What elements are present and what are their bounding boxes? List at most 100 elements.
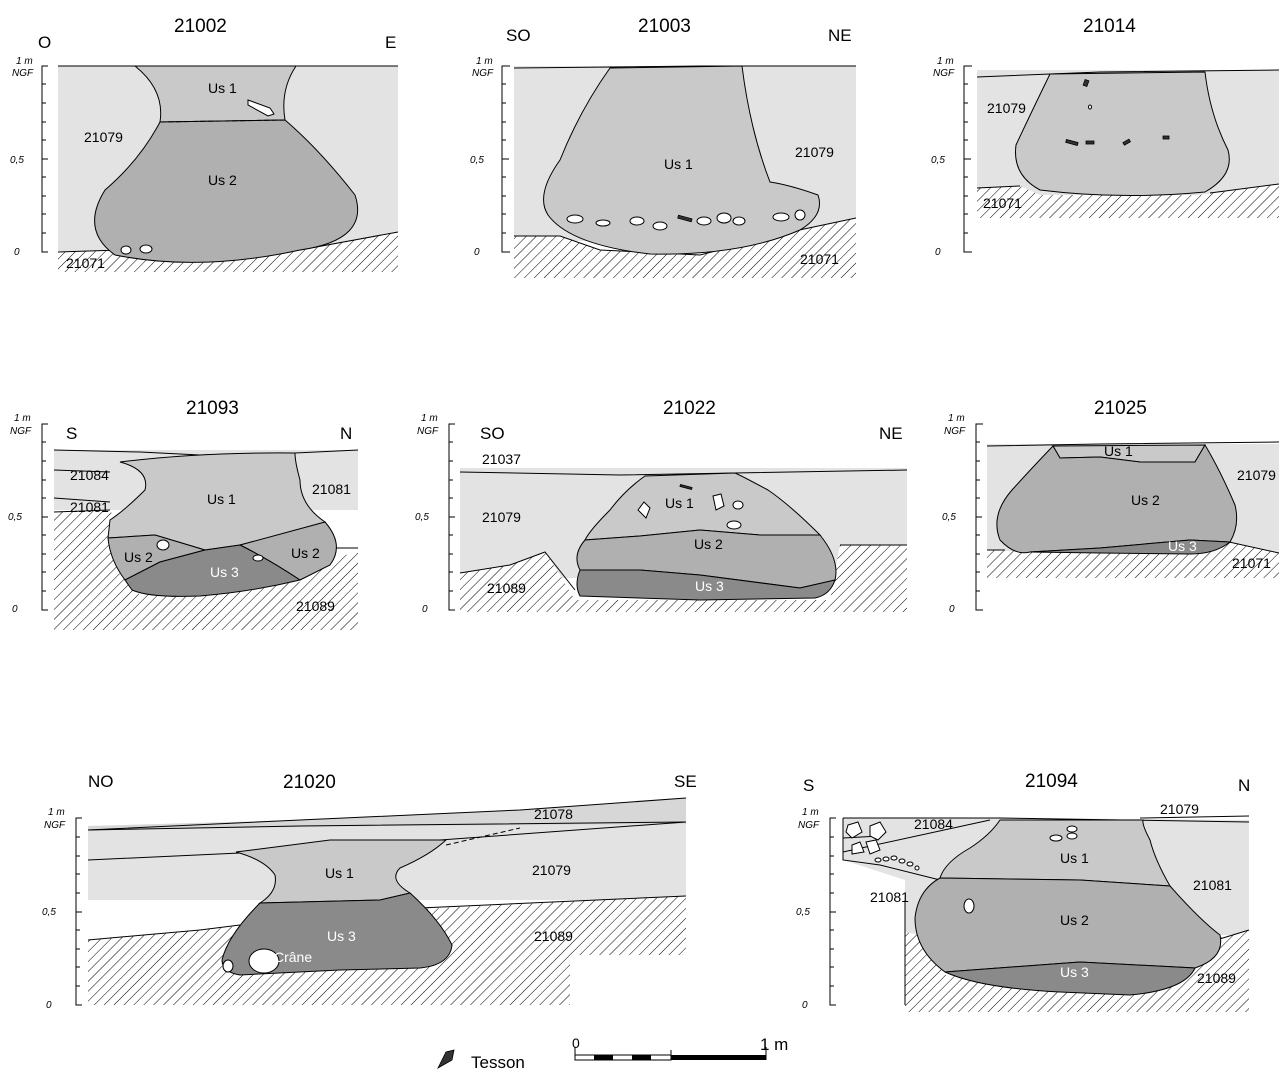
section-title: 21094 [1025, 771, 1078, 792]
axis-21003: 1 m NGF 0,5 0 [470, 56, 510, 258]
unit-label: Us 1 [208, 80, 237, 96]
axis-mid-label: 0,5 [942, 512, 956, 523]
axis-mid-label: 0,5 [8, 512, 22, 523]
section-title: 21002 [174, 16, 227, 37]
axis-top-label: 1 m [16, 56, 33, 67]
layer-label: 21079 [795, 144, 834, 160]
layer-label: 21071 [800, 251, 839, 267]
unit-label: Us 3 [1168, 538, 1197, 554]
axis-ngf-label: NGF [798, 820, 820, 831]
unit-label: Us 1 [1060, 850, 1089, 866]
unit-label: Us 3 [210, 564, 239, 580]
axis-21025: 1 m NGF 0,5 0 [942, 413, 983, 615]
orientation-left: S [66, 424, 77, 443]
axis-ngf-label: NGF [472, 68, 494, 79]
unit-label: Us 1 [1104, 443, 1133, 459]
axis-top-label: 1 m [937, 56, 954, 67]
orientation-right: SE [674, 772, 697, 791]
axis-zero-label: 0 [935, 247, 941, 258]
scale-zero-label: 0 [572, 1035, 580, 1051]
layer-label: 21079 [987, 100, 1026, 116]
axis-top-label: 1 m [48, 807, 65, 818]
section-21002: 1 m NGF 0,5 0 21002 O E Us 1 Us 2 21079 … [10, 16, 399, 272]
unit-label: Us 3 [695, 578, 724, 594]
layer-label: 21089 [296, 598, 335, 614]
layer-label: 21079 [1160, 801, 1199, 817]
axis-top-label: 1 m [476, 56, 493, 67]
axis-21022: 1 m NGF 0,5 0 [415, 413, 455, 615]
section-21003: 1 m NGF 0,5 0 21003 SO NE Us 1 21079 210… [470, 16, 857, 278]
axis-zero-label: 0 [949, 604, 955, 615]
orientation-right: NE [828, 26, 852, 45]
unit-label: Us 2 [694, 536, 723, 552]
unit-label: Us 2 [1131, 492, 1160, 508]
axis-21014: 1 m NGF 0,5 0 [931, 56, 972, 258]
layer-label: 21081 [70, 499, 109, 515]
axis-zero-label: 0 [12, 604, 18, 615]
unit-label: Us 1 [664, 156, 693, 172]
unit-label: Us 2 [124, 549, 153, 565]
orientation-right: N [1238, 776, 1250, 795]
unit-label: Us 2 [291, 545, 320, 561]
axis-top-label: 1 m [421, 413, 438, 424]
layer-label: 21081 [312, 481, 351, 497]
section-title: 21003 [638, 16, 691, 37]
layer-label: 21079 [532, 862, 571, 878]
layer-label: 21089 [1197, 970, 1236, 986]
axis-zero-label: 0 [14, 247, 20, 258]
axis-mid-label: 0,5 [42, 907, 56, 918]
section-21020: 1 m NGF 0,5 0 21020 NO SE Us 1 Us 3 Crân… [42, 772, 697, 1011]
orientation-left: SO [480, 424, 505, 443]
axis-21093: 1 m NGF 0,5 0 [8, 413, 48, 615]
layer-label: 21037 [482, 451, 521, 467]
layer-label: 21089 [534, 928, 573, 944]
scale-one-label: 1 m [760, 1035, 788, 1054]
axis-zero-label: 0 [46, 1000, 52, 1011]
layer-label: 21079 [1237, 467, 1276, 483]
orientation-left: S [803, 776, 814, 795]
orientation-right: NE [879, 424, 903, 443]
axis-zero-label: 0 [474, 247, 480, 258]
unit-label: Us 1 [325, 865, 354, 881]
axis-top-label: 1 m [802, 807, 819, 818]
axis-21002: 1 m NGF 0,5 0 [10, 56, 48, 258]
section-21094: 1 m NGF 0,5 0 21094 S N Us 1 Us 2 Us 3 2… [796, 771, 1250, 1012]
axis-21020: 1 m NGF 0,5 0 [42, 807, 82, 1011]
scale-bar: 0 1 m [572, 1035, 788, 1061]
axis-mid-label: 0,5 [415, 512, 429, 523]
axis-mid-label: 0,5 [796, 907, 810, 918]
section-21025: 1 m NGF 0,5 0 21025 Us 1 Us 2 Us 3 21079… [942, 398, 1279, 615]
section-title: 21022 [663, 398, 716, 419]
layer-label: 21081 [1193, 877, 1232, 893]
axis-ngf-label: NGF [933, 68, 955, 79]
axis-zero-label: 0 [422, 604, 428, 615]
axis-ngf-label: NGF [12, 68, 34, 79]
layer-label: 21084 [914, 816, 953, 832]
layer-label: 21084 [70, 467, 109, 483]
orientation-left: SO [506, 26, 531, 45]
axis-ngf-label: NGF [10, 426, 32, 437]
layer-label: 21071 [1232, 555, 1271, 571]
section-21022: 1 m NGF 0,5 0 21022 SO NE Us 1 Us 2 Us 3… [415, 398, 908, 615]
section-title: 21093 [186, 398, 239, 419]
section-title: 21020 [283, 772, 336, 793]
section-21093: 1 m NGF 0,5 0 21093 S N Us 1 Us 2 Us 2 U… [8, 398, 359, 630]
orientation-left: NO [88, 772, 114, 791]
section-title: 21025 [1094, 398, 1147, 419]
legend-tesson-label: Tesson [471, 1053, 525, 1071]
unit-label: Us 2 [208, 172, 237, 188]
unit-label: Us 3 [1060, 964, 1089, 980]
section-21014: 1 m NGF 0,5 0 21014 21079 21071 [931, 16, 1279, 258]
layer-label: 21078 [534, 806, 573, 822]
orientation-left: O [38, 33, 51, 52]
axis-top-label: 1 m [14, 413, 31, 424]
legend: Tesson [437, 1049, 525, 1071]
layer-label: 21071 [983, 195, 1022, 211]
unit-label: Us 2 [1060, 912, 1089, 928]
unit-label: Us 1 [207, 491, 236, 507]
sherd-icon [437, 1049, 455, 1070]
layer-label: 21079 [482, 509, 521, 525]
unit-label: Us 1 [665, 495, 694, 511]
layer-label: 21079 [84, 129, 123, 145]
